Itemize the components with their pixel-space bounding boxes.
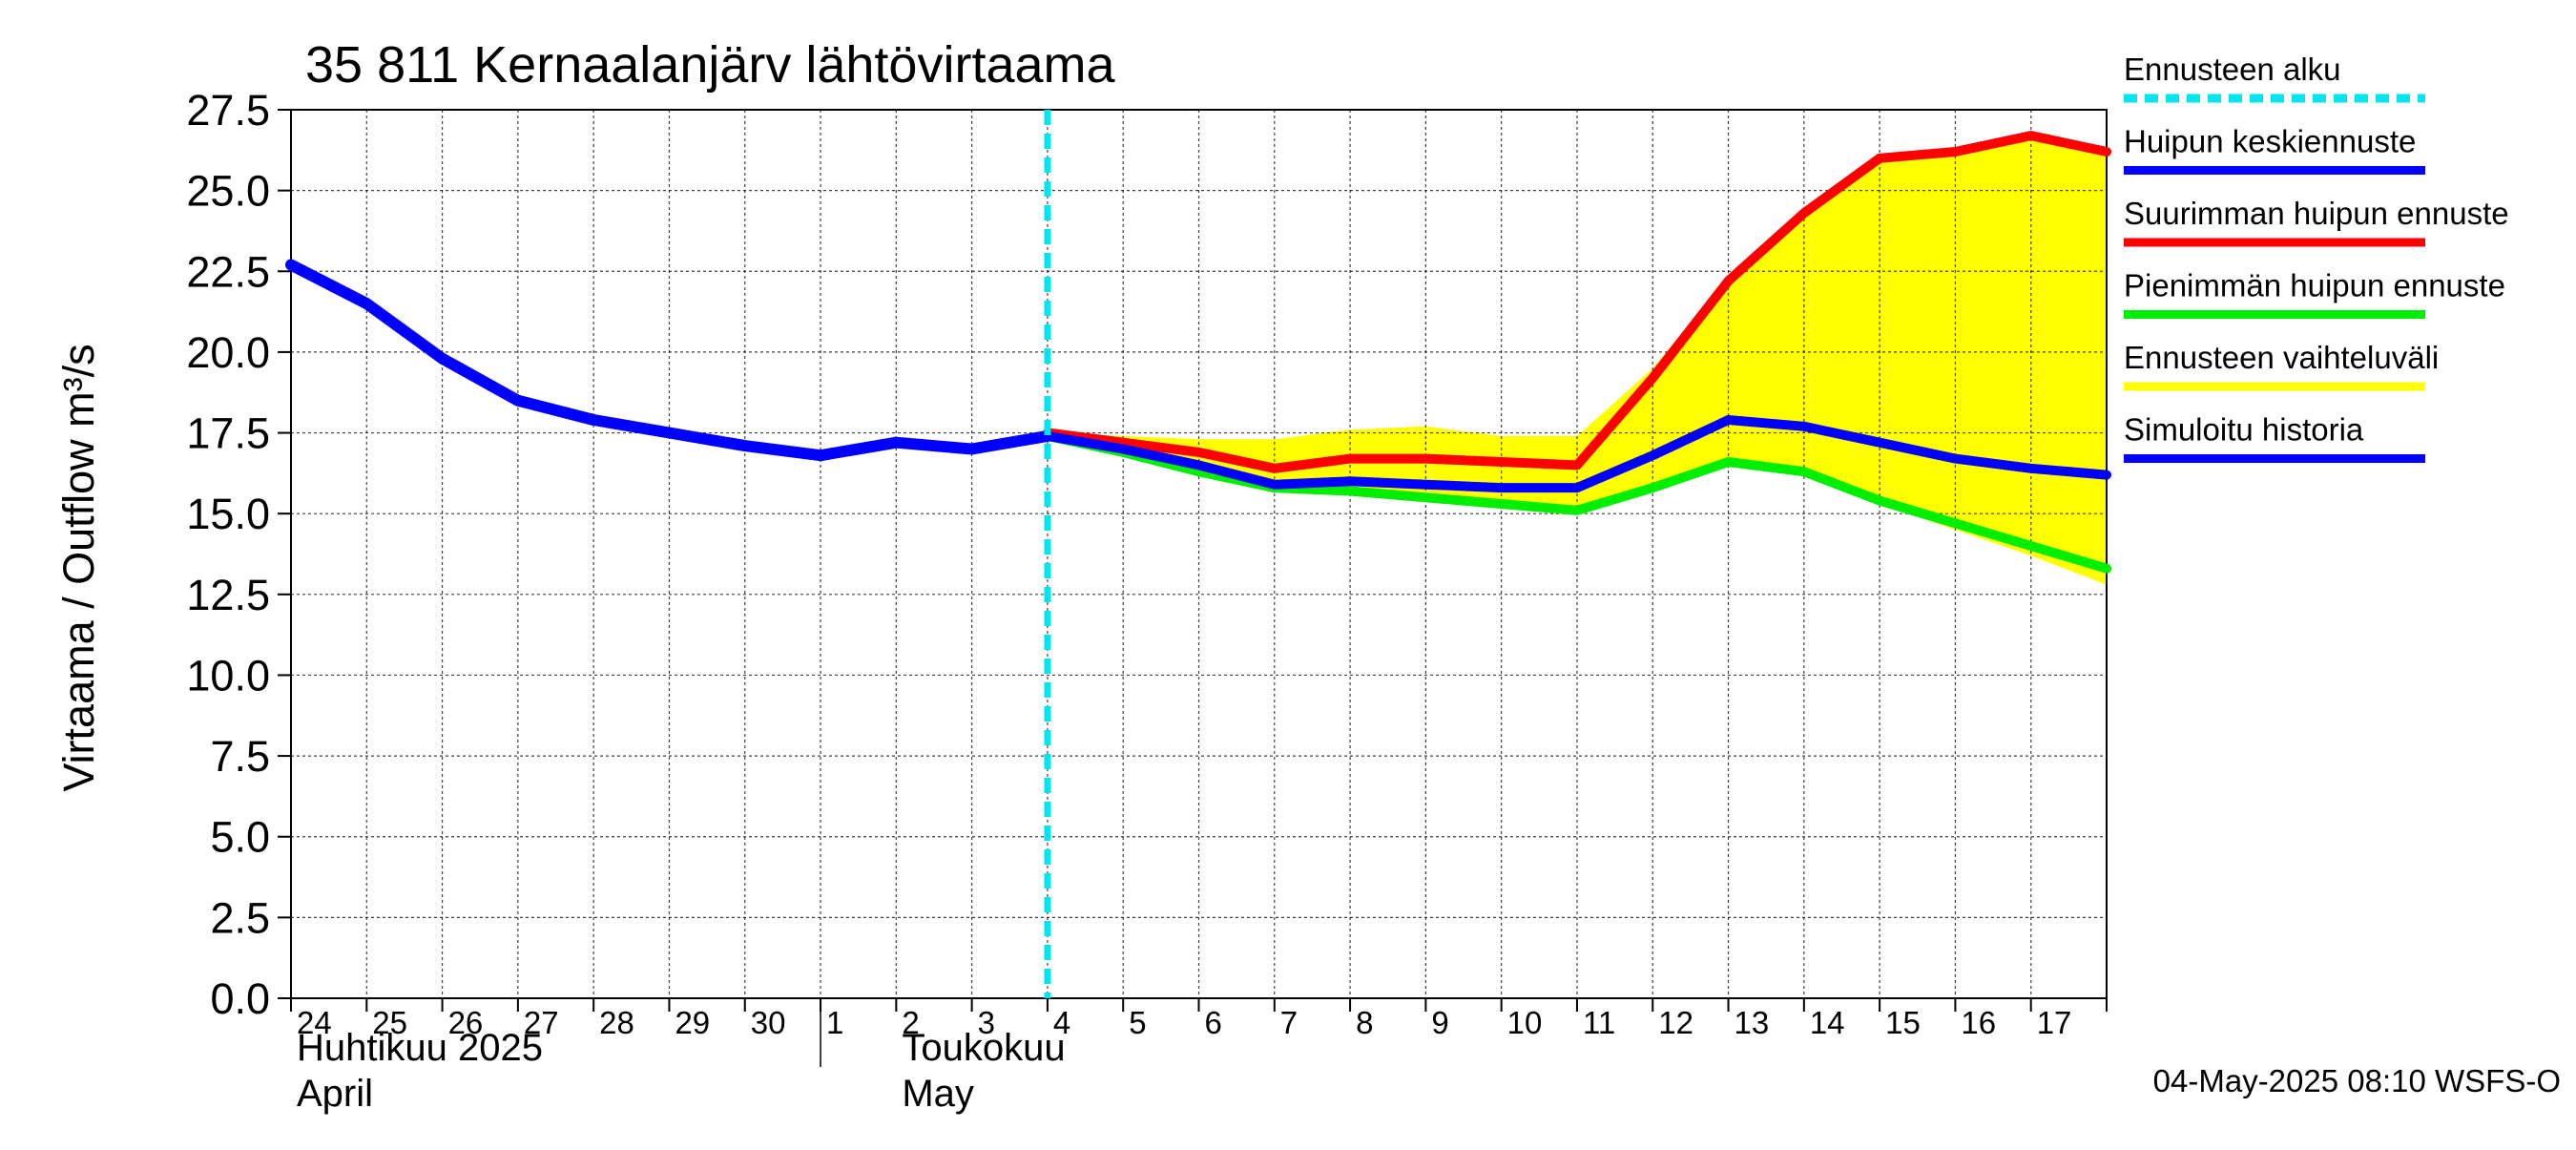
footer-timestamp: 04-May-2025 08:10 WSFS-O: [2153, 1063, 2561, 1098]
x-day-label-9: 3: [978, 1005, 995, 1040]
x-day-label-13: 7: [1280, 1005, 1298, 1040]
x-day-label-5: 29: [675, 1005, 710, 1040]
series-suurimman-huipun-ennuste: [1042, 131, 2111, 473]
forecast-range-band: [1047, 132, 2107, 585]
x-day-label-2: 26: [448, 1005, 484, 1040]
x-day-label-4: 28: [599, 1005, 634, 1040]
chart-title: 35 811 Kernaalanjärv lähtövirtaama: [305, 36, 1115, 94]
y-tick-label-0: 0.0: [210, 974, 270, 1023]
month-label-0: Huhtikuu 2025: [297, 1027, 543, 1069]
x-day-label-21: 15: [1885, 1005, 1921, 1040]
x-day-label-7: 1: [826, 1005, 843, 1040]
legend-label-5: Simuloitu historia: [2124, 412, 2364, 448]
month-sublabel-1: May: [902, 1073, 974, 1115]
x-day-label-20: 14: [1810, 1005, 1845, 1040]
y-tick-label-4: 10.0: [186, 651, 270, 700]
legend-label-2: Suurimman huipun ennuste: [2124, 196, 2509, 231]
y-tick-label-5: 12.5: [186, 571, 270, 619]
y-tick-label-3: 7.5: [210, 732, 270, 781]
x-day-label-12: 6: [1205, 1005, 1222, 1040]
x-day-label-3: 27: [524, 1005, 559, 1040]
y-axis-label: Virtaama / Outflow m³/s: [54, 344, 103, 791]
series-pienimm-n-huipun-ennuste: [1042, 430, 2111, 574]
series-huipun-keskiennuste: [1042, 415, 2111, 493]
legend-label-3: Pienimmän huipun ennuste: [2124, 268, 2505, 303]
legend-label-0: Ennusteen alku: [2124, 52, 2341, 87]
series-simuloitu-historia: [285, 259, 1053, 462]
x-day-label-17: 11: [1583, 1005, 1615, 1040]
month-sublabel-0: April: [297, 1073, 373, 1115]
y-tick-label-10: 25.0: [186, 167, 270, 216]
x-day-label-10: 4: [1053, 1005, 1070, 1040]
x-day-label-16: 10: [1507, 1005, 1543, 1040]
x-day-label-19: 13: [1735, 1005, 1770, 1040]
x-day-label-0: 24: [297, 1005, 332, 1040]
x-day-label-1: 25: [372, 1005, 407, 1040]
x-day-label-8: 2: [902, 1005, 919, 1040]
x-day-label-11: 5: [1129, 1005, 1146, 1040]
y-tick-label-9: 22.5: [186, 247, 270, 296]
legend-label-1: Huipun keskiennuste: [2124, 124, 2416, 159]
x-day-label-23: 17: [2037, 1005, 2072, 1040]
y-tick-label-1: 2.5: [210, 893, 270, 942]
x-day-label-14: 8: [1356, 1005, 1373, 1040]
y-tick-label-7: 17.5: [186, 409, 270, 458]
x-day-label-6: 30: [751, 1005, 786, 1040]
y-tick-label-8: 20.0: [186, 328, 270, 377]
legend-label-4: Ennusteen vaihteluväli: [2124, 340, 2439, 375]
y-tick-label-11: 27.5: [186, 86, 270, 135]
y-tick-label-6: 15.0: [186, 490, 270, 538]
x-day-label-22: 16: [1961, 1005, 1996, 1040]
x-day-label-18: 12: [1658, 1005, 1693, 1040]
x-day-label-15: 9: [1431, 1005, 1448, 1040]
y-tick-label-2: 5.0: [210, 813, 270, 862]
month-label-1: Toukokuu: [902, 1027, 1065, 1069]
